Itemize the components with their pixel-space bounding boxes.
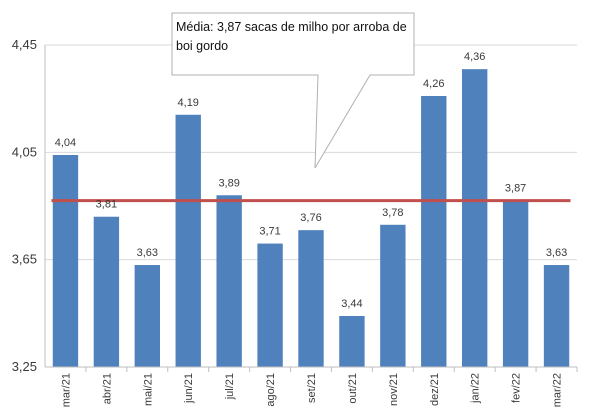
x-tick-label: nov/21 [388,373,400,406]
x-tick-label: jun/21 [183,373,195,404]
bar [298,230,324,367]
bar [421,95,447,367]
bar [380,224,406,367]
bar [543,265,570,367]
y-tick-label: 4,05 [12,144,37,159]
data-label: 3,63 [546,247,567,259]
data-label: 3,87 [505,183,526,195]
bar [502,200,529,367]
bar [257,243,283,367]
data-label: 3,78 [382,207,403,219]
x-tick-label: mai/21 [142,373,154,406]
data-labels: 4,04 3,81 3,63 4,19 3,89 3,71 3,76 3,44 3,78 4,26… [55,51,567,310]
data-label: 4,19 [178,97,199,109]
x-tick-label: jul/21 [224,373,236,400]
y-tick-label: 3,25 [12,359,37,374]
data-label: 3,44 [341,298,362,310]
bar [339,316,365,367]
x-tick-label: fev/22 [511,373,523,403]
data-label: 3,89 [218,177,239,189]
y-tick-label: 4,45 [12,37,37,52]
x-tick-label: ago/21 [265,373,277,407]
data-label: 3,71 [259,226,280,238]
bar [52,155,79,367]
callout-text: Média: 3,87 sacas de milho por arroba de… [176,20,407,53]
y-axis: 3,25 3,65 4,05 4,45 [12,37,46,374]
x-axis: mar/21 abr/21 mai/21 jun/21 jul/21 ago/21 set/… [45,366,578,407]
bar [216,195,242,367]
data-label: 3,81 [96,199,117,211]
callout-box [171,12,415,169]
data-label: 4,36 [464,51,485,63]
bar [462,69,488,368]
average-callout: Média: 3,87 sacas de milho por arroba de… [171,12,415,169]
x-tick-label: mar/21 [60,373,72,407]
x-tick-label: abr/21 [101,373,113,404]
y-tick-label: 3,65 [12,252,37,267]
x-tick-label: set/21 [306,373,318,403]
x-tick-label: out/21 [347,373,359,404]
bar [134,265,160,367]
x-tick-label: mar/22 [552,373,564,407]
bar [93,216,120,367]
bars [52,69,570,368]
data-label: 4,04 [55,137,76,149]
x-tick-label: jan/22 [470,373,482,404]
data-label: 3,63 [137,247,158,259]
data-label: 4,26 [423,78,444,90]
bar [175,114,201,368]
x-tick-label: dez/21 [429,373,441,406]
data-label: 3,76 [300,212,321,224]
